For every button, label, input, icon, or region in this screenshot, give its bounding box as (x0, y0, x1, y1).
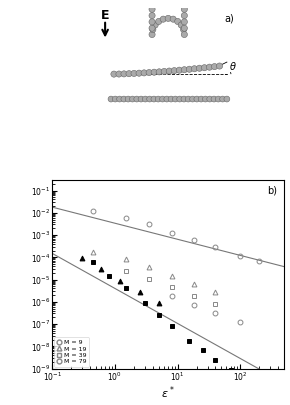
Circle shape (149, 32, 155, 38)
Circle shape (201, 65, 208, 71)
Circle shape (125, 96, 131, 102)
Circle shape (149, 13, 155, 19)
Text: $\theta$: $\theta$ (229, 60, 237, 72)
Legend: M = 9, M = 19, M = 39, M = 79: M = 9, M = 19, M = 39, M = 79 (54, 337, 89, 367)
Text: a): a) (224, 14, 234, 24)
Circle shape (170, 16, 176, 22)
Circle shape (181, 19, 187, 25)
Circle shape (180, 26, 187, 32)
Circle shape (181, 32, 187, 38)
Circle shape (149, 19, 155, 25)
Circle shape (126, 70, 132, 77)
Circle shape (111, 71, 117, 77)
Circle shape (181, 0, 187, 6)
Circle shape (134, 96, 140, 102)
Circle shape (150, 26, 156, 32)
Text: b): b) (267, 185, 277, 196)
Circle shape (198, 96, 204, 102)
Circle shape (156, 18, 162, 25)
Circle shape (147, 96, 153, 102)
Circle shape (191, 66, 197, 72)
Circle shape (108, 96, 114, 102)
Circle shape (206, 64, 213, 70)
Circle shape (175, 18, 181, 25)
Circle shape (178, 22, 184, 28)
Circle shape (181, 25, 187, 31)
Circle shape (211, 64, 218, 70)
Circle shape (211, 96, 217, 102)
Circle shape (117, 96, 122, 102)
Circle shape (220, 96, 226, 102)
Circle shape (181, 13, 187, 19)
Circle shape (130, 96, 135, 102)
Circle shape (216, 63, 223, 69)
Circle shape (202, 96, 208, 102)
Circle shape (168, 96, 174, 102)
Circle shape (176, 67, 182, 73)
Circle shape (224, 96, 230, 102)
Circle shape (164, 96, 170, 102)
Circle shape (181, 96, 187, 102)
Circle shape (155, 96, 161, 102)
Circle shape (185, 96, 191, 102)
Circle shape (215, 96, 221, 102)
Circle shape (142, 96, 148, 102)
Circle shape (181, 67, 187, 73)
Circle shape (156, 69, 162, 75)
Circle shape (131, 70, 137, 77)
Circle shape (141, 70, 147, 76)
Circle shape (121, 96, 127, 102)
Circle shape (207, 96, 213, 102)
Circle shape (136, 70, 142, 76)
Circle shape (116, 71, 122, 77)
Circle shape (165, 15, 171, 21)
Circle shape (160, 16, 166, 22)
Circle shape (166, 68, 172, 74)
Circle shape (151, 69, 157, 75)
Circle shape (161, 68, 167, 75)
Circle shape (194, 96, 200, 102)
Circle shape (138, 96, 144, 102)
Circle shape (190, 96, 195, 102)
Circle shape (149, 0, 155, 6)
Circle shape (149, 25, 155, 31)
Text: E: E (101, 9, 109, 22)
Circle shape (151, 96, 157, 102)
Circle shape (173, 96, 178, 102)
Circle shape (160, 96, 165, 102)
Circle shape (186, 66, 193, 72)
Circle shape (152, 22, 158, 28)
Circle shape (146, 70, 152, 76)
Circle shape (112, 96, 118, 102)
Circle shape (196, 65, 202, 71)
Circle shape (177, 96, 183, 102)
Circle shape (121, 71, 127, 77)
Circle shape (181, 6, 187, 13)
X-axis label: $\varepsilon^*$: $\varepsilon^*$ (161, 384, 175, 401)
Circle shape (171, 68, 177, 74)
Circle shape (149, 6, 155, 13)
